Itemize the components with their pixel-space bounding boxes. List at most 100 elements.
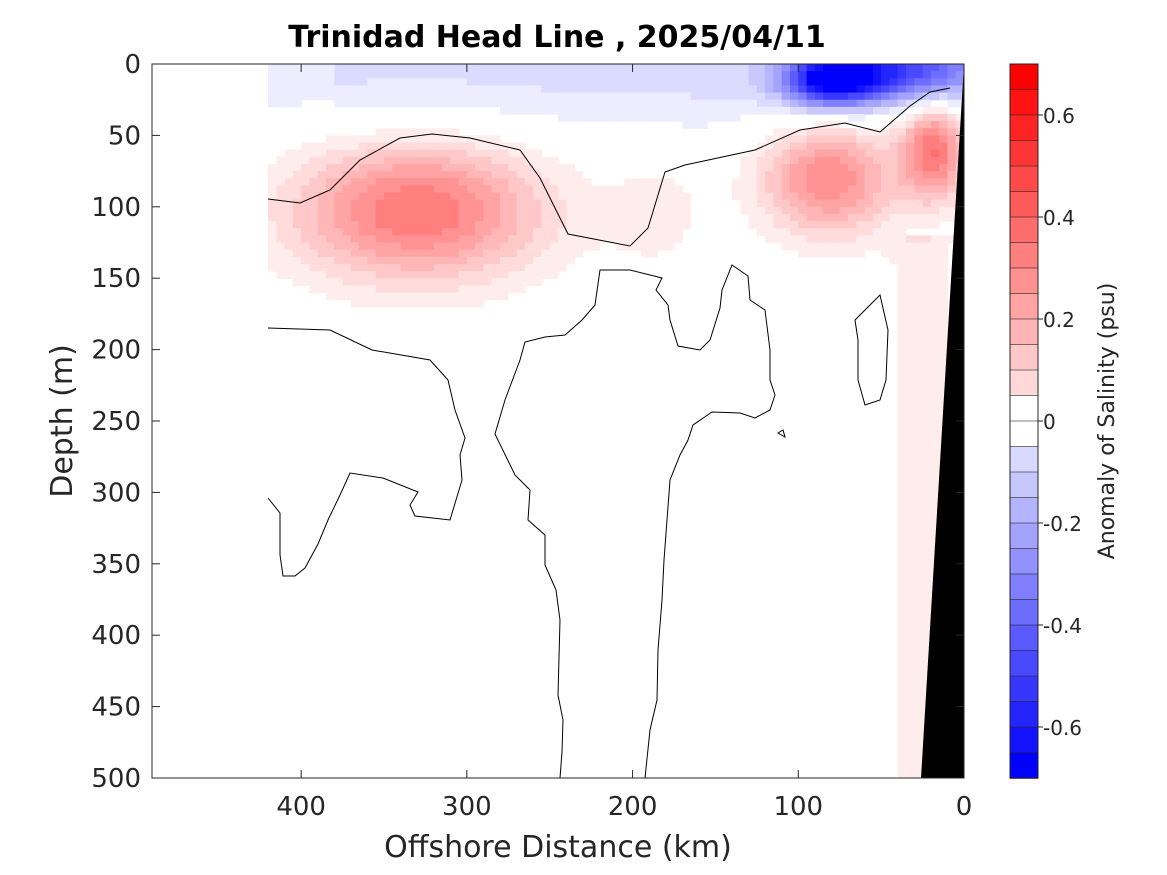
contour-cell: [856, 249, 866, 258]
contour-cell: [317, 71, 327, 79]
contour-cell: [433, 271, 443, 279]
contour-cell: [541, 163, 551, 172]
contour-cell: [823, 71, 833, 79]
contour-cell: [500, 278, 509, 286]
contour-cell: [665, 192, 675, 201]
contour-cell: [317, 178, 327, 186]
contour-cell: [367, 242, 377, 251]
colorbar-swatch: [1009, 216, 1039, 244]
contour-cell: [375, 263, 385, 272]
contour-cell: [582, 78, 592, 87]
contour-cell: [897, 156, 907, 165]
contour-cell: [947, 85, 957, 94]
contour-cell: [334, 178, 344, 186]
contour-cell: [624, 113, 634, 122]
contour-cell: [906, 249, 915, 258]
contour-cell: [483, 185, 493, 194]
contour-cell: [814, 163, 824, 172]
contour-cell: [682, 199, 692, 208]
contour-cell: [906, 613, 915, 622]
contour-cell: [698, 121, 708, 129]
contour-cell: [897, 720, 907, 729]
contour-cell: [930, 378, 940, 386]
contour-cell: [442, 163, 451, 172]
contour-cell: [914, 328, 924, 336]
contour-cell: [806, 85, 816, 94]
contour-cell: [897, 620, 907, 629]
contour-cell: [292, 149, 302, 158]
contour-cell: [690, 85, 700, 94]
contour-cell: [897, 64, 907, 72]
contour-cell: [491, 228, 501, 236]
contour-cell: [674, 106, 683, 115]
contour-cell: [930, 349, 940, 358]
contour-cell: [906, 421, 915, 429]
contour-cell: [400, 185, 410, 194]
contour-cell: [823, 171, 833, 179]
contour-cell: [897, 635, 907, 643]
contour-cell: [450, 185, 460, 194]
contour-cell: [450, 142, 460, 151]
contour-cell: [566, 213, 576, 222]
contour-cell: [922, 599, 932, 608]
contour-cell: [872, 149, 882, 158]
contour-cell: [930, 528, 940, 536]
contour-cell: [814, 142, 824, 151]
contour-cell: [367, 256, 377, 265]
contour-cell: [417, 206, 427, 215]
contour-cell: [624, 85, 634, 94]
contour-cell: [632, 242, 642, 251]
contour-cell: [831, 71, 841, 79]
contour-cell: [599, 99, 609, 108]
contour-cell: [906, 692, 915, 701]
contour-cell: [607, 71, 617, 79]
contour-cell: [350, 285, 360, 294]
contour-cell: [334, 213, 344, 222]
contour-cell: [897, 299, 907, 308]
contour-cell: [458, 78, 468, 87]
contour-cell: [359, 221, 369, 229]
contour-cell: [433, 135, 443, 144]
contour-cell: [483, 171, 493, 179]
contour-cell: [466, 163, 476, 172]
contour-cell: [922, 442, 932, 451]
contour-cell: [674, 113, 683, 122]
contour-cell: [897, 549, 907, 558]
contour-cell: [400, 213, 410, 222]
contour-cell: [500, 292, 509, 301]
contour-cell: [326, 206, 335, 215]
contour-cell: [433, 92, 443, 101]
contour-cell: [897, 292, 907, 301]
contour-cell: [367, 64, 377, 72]
contour-cell: [342, 249, 352, 258]
contour-cell: [301, 242, 311, 251]
contour-cell: [732, 64, 741, 72]
contour-cell: [864, 163, 874, 172]
contour-cell: [665, 185, 675, 194]
contour-cell: [906, 478, 915, 486]
contour-cell: [906, 121, 915, 129]
contour-cell: [856, 206, 866, 215]
contour-cell: [466, 206, 476, 215]
contour-cell: [524, 78, 534, 87]
contour-cell: [508, 106, 518, 115]
contour-cell: [549, 85, 559, 94]
contour-cell: [773, 128, 783, 136]
contour-cell: [408, 64, 418, 72]
contour-cell: [417, 256, 427, 265]
contour-cell: [516, 199, 526, 208]
contour-cell: [350, 299, 360, 308]
contour-cell: [384, 206, 393, 215]
contour-cell: [442, 242, 451, 251]
contour-cell: [823, 185, 833, 194]
contour-cell: [790, 213, 799, 222]
contour-cell: [442, 178, 451, 186]
contour-cell: [566, 199, 576, 208]
contour-cell: [400, 199, 410, 208]
contour-cell: [906, 456, 915, 465]
contour-cell: [268, 242, 277, 251]
contour-cell: [400, 256, 410, 265]
y-tick-label: 450: [91, 693, 141, 723]
contour-cell: [574, 71, 584, 79]
